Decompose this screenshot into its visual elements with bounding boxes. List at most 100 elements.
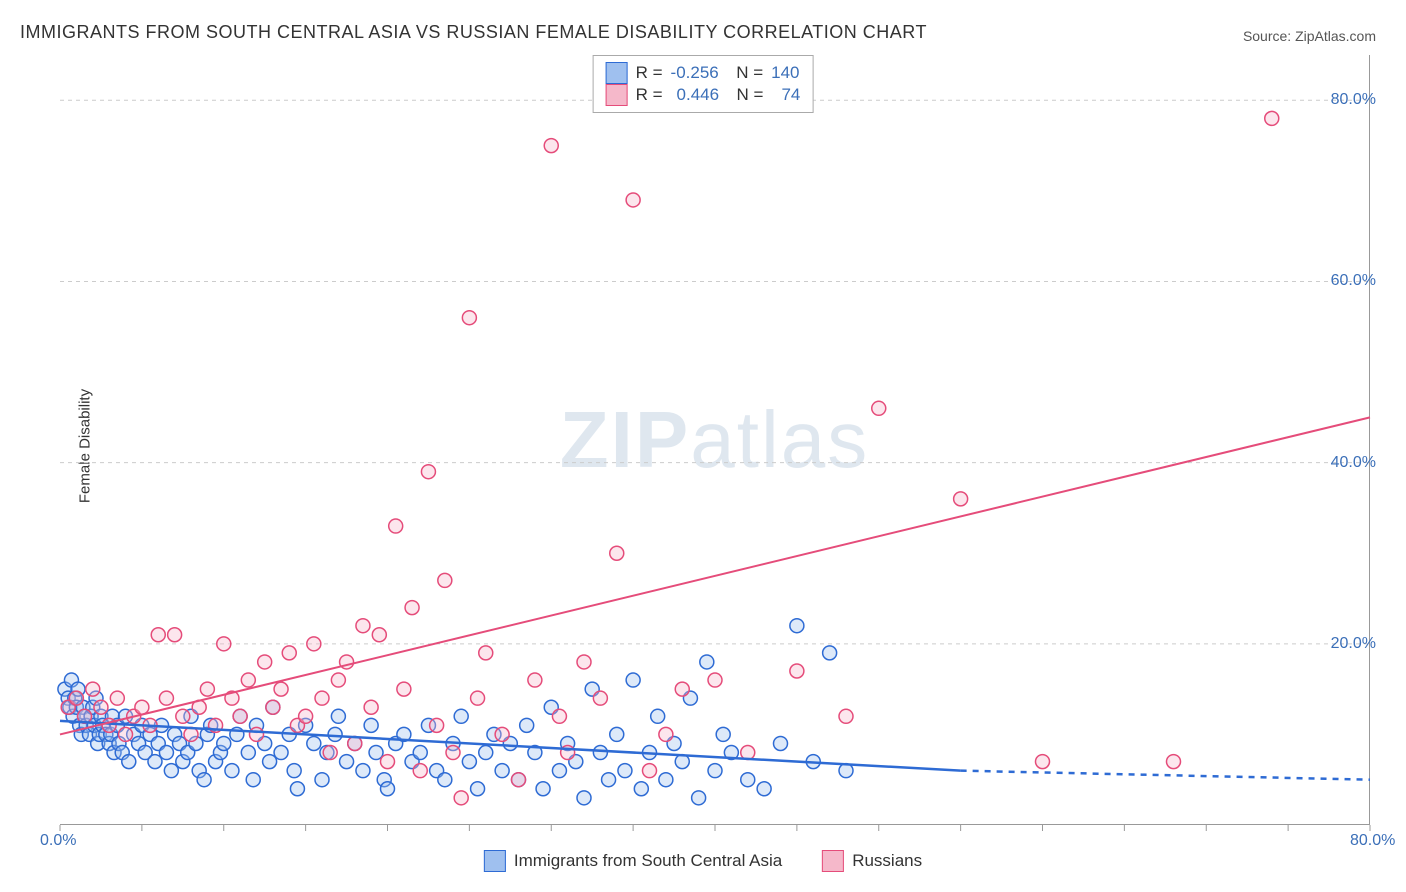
scatter-point xyxy=(225,764,239,778)
scatter-point xyxy=(86,682,100,696)
scatter-point xyxy=(528,673,542,687)
x-tick-label: 0.0% xyxy=(40,832,76,850)
source-attribution: Source: ZipAtlas.com xyxy=(1243,28,1376,44)
scatter-point xyxy=(241,673,255,687)
scatter-point xyxy=(512,773,526,787)
y-tick-label: 60.0% xyxy=(1331,272,1376,290)
scatter-point xyxy=(159,746,173,760)
scatter-point xyxy=(287,764,301,778)
scatter-point xyxy=(839,709,853,723)
legend-swatch-series-0 xyxy=(606,62,628,84)
scatter-point xyxy=(577,655,591,669)
scatter-point xyxy=(369,746,383,760)
scatter-point xyxy=(110,691,124,705)
scatter-point xyxy=(626,673,640,687)
correlation-legend: R = -0.256 N = 140 R = 0.446 N = 74 xyxy=(593,55,814,113)
scatter-point xyxy=(315,691,329,705)
scatter-point xyxy=(413,764,427,778)
scatter-point xyxy=(364,718,378,732)
scatter-point xyxy=(462,311,476,325)
scatter-point xyxy=(421,465,435,479)
scatter-point xyxy=(405,601,419,615)
scatter-point xyxy=(536,782,550,796)
plot-area: ZIPatlas xyxy=(60,55,1370,825)
scatter-point xyxy=(263,755,277,769)
scatter-point xyxy=(602,773,616,787)
scatter-point xyxy=(823,646,837,660)
scatter-point xyxy=(340,755,354,769)
scatter-point xyxy=(315,773,329,787)
scatter-point xyxy=(217,637,231,651)
legend-item-series-0: Immigrants from South Central Asia xyxy=(484,850,782,872)
scatter-point xyxy=(479,746,493,760)
scatter-point xyxy=(217,736,231,750)
scatter-point xyxy=(634,782,648,796)
trend-line-dashed xyxy=(961,771,1370,780)
scatter-point xyxy=(168,628,182,642)
scatter-point xyxy=(413,746,427,760)
scatter-point xyxy=(176,709,190,723)
scatter-point xyxy=(430,718,444,732)
scatter-point xyxy=(200,682,214,696)
legend-item-series-1: Russians xyxy=(822,850,922,872)
scatter-point xyxy=(246,773,260,787)
scatter-point xyxy=(757,782,771,796)
correlation-row-2: R = 0.446 N = 74 xyxy=(606,84,801,106)
x-tick-label: 80.0% xyxy=(1350,832,1395,850)
legend-swatch-series-1-bottom xyxy=(822,850,844,872)
scatter-point xyxy=(716,727,730,741)
scatter-point xyxy=(331,673,345,687)
series-legend: Immigrants from South Central Asia Russi… xyxy=(484,850,922,872)
scatter-point xyxy=(389,519,403,533)
legend-swatch-series-1 xyxy=(606,84,628,106)
correlation-row-1: R = -0.256 N = 140 xyxy=(606,62,801,84)
scatter-point xyxy=(552,709,566,723)
scatter-point xyxy=(651,709,665,723)
scatter-point xyxy=(266,700,280,714)
scatter-plot-svg xyxy=(60,55,1370,825)
scatter-point xyxy=(148,755,162,769)
scatter-point xyxy=(454,709,468,723)
scatter-point xyxy=(438,573,452,587)
scatter-point xyxy=(290,782,304,796)
scatter-point xyxy=(241,746,255,760)
scatter-point xyxy=(708,764,722,778)
scatter-point xyxy=(700,655,714,669)
scatter-point xyxy=(872,401,886,415)
scatter-point xyxy=(626,193,640,207)
scatter-point xyxy=(274,746,288,760)
scatter-point xyxy=(307,736,321,750)
legend-swatch-series-0-bottom xyxy=(484,850,506,872)
scatter-point xyxy=(356,619,370,633)
scatter-point xyxy=(1036,755,1050,769)
chart-container: IMMIGRANTS FROM SOUTH CENTRAL ASIA VS RU… xyxy=(0,0,1406,892)
scatter-point xyxy=(446,746,460,760)
scatter-point xyxy=(675,682,689,696)
scatter-point xyxy=(708,673,722,687)
scatter-point xyxy=(790,664,804,678)
scatter-point xyxy=(593,691,607,705)
y-tick-label: 80.0% xyxy=(1331,91,1376,109)
scatter-point xyxy=(462,755,476,769)
y-tick-label: 20.0% xyxy=(1331,635,1376,653)
scatter-point xyxy=(774,736,788,750)
legend-label-series-0: Immigrants from South Central Asia xyxy=(514,851,782,871)
scatter-point xyxy=(356,764,370,778)
scatter-point xyxy=(119,727,133,741)
scatter-point xyxy=(69,691,83,705)
scatter-point xyxy=(372,628,386,642)
scatter-point xyxy=(307,637,321,651)
scatter-point xyxy=(364,700,378,714)
scatter-point xyxy=(954,492,968,506)
scatter-point xyxy=(122,755,136,769)
chart-title: IMMIGRANTS FROM SOUTH CENTRAL ASIA VS RU… xyxy=(20,22,927,43)
scatter-point xyxy=(274,682,288,696)
scatter-point xyxy=(692,791,706,805)
scatter-point xyxy=(593,746,607,760)
scatter-point xyxy=(610,727,624,741)
scatter-point xyxy=(495,727,509,741)
scatter-point xyxy=(454,791,468,805)
scatter-point xyxy=(577,791,591,805)
scatter-point xyxy=(438,773,452,787)
scatter-point xyxy=(159,691,173,705)
